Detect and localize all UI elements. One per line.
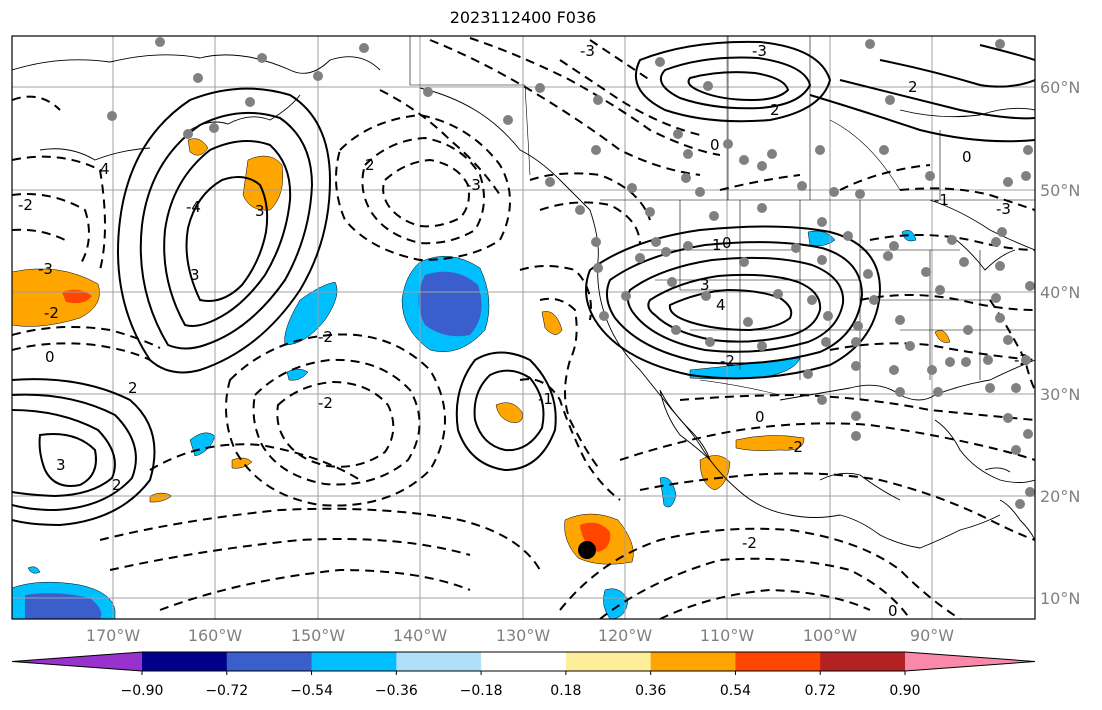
contour-label: 0 (722, 234, 732, 252)
lat-tick-label: 40°N (1040, 283, 1080, 302)
contour-label: 4 (716, 296, 726, 314)
contour-label: 0 (45, 348, 55, 366)
colorbar-segment (226, 652, 313, 671)
colorbar-tick-label: −0.36 (375, 683, 418, 699)
contour-label: -2 (788, 438, 803, 456)
map-title: 2023112400 F036 (449, 8, 597, 27)
typhoon-marker (578, 541, 596, 559)
colorbar-segment (142, 652, 228, 671)
contour-label: -1 (538, 390, 553, 408)
colorbar-segment (565, 652, 652, 671)
contour-label: 3 (56, 456, 66, 474)
colorbar: −0.90 −0.72 −0.54 −0.36 −0.18 0.18 0.36 0.54 0.7… (11, 651, 1036, 699)
contour-labels: -3 -2 -2 0 2 2 -2 -2 -3 -1 2 -4 3 -3 0 2… (18, 42, 1029, 620)
lon-tick-label: 100°W (803, 626, 858, 645)
contour-label: -2 (720, 352, 735, 370)
colorbar-segment (396, 652, 482, 671)
contour-label: -2 (742, 534, 757, 552)
lat-tick-label: 50°N (1040, 181, 1080, 200)
colorbar-tick-label: 0.18 (550, 683, 581, 699)
lon-tick-label: 170°W (86, 626, 141, 645)
contour-label: 2 (112, 476, 122, 494)
lat-tick-label: 30°N (1040, 385, 1080, 404)
contour-label: 0 (710, 136, 720, 154)
station-markers (107, 37, 1035, 509)
colorbar-tick-label: −0.90 (121, 683, 164, 699)
contour-label: 3 (190, 266, 200, 284)
contour-label: 2 (128, 379, 138, 397)
contour-label: 3 (700, 276, 710, 294)
contour-label: 0 (888, 602, 898, 620)
lon-tick-label: 150°W (291, 626, 346, 645)
contour-label: -3 (38, 260, 53, 278)
contour-label: 2 (770, 101, 780, 119)
shaded-regions (12, 138, 951, 619)
contour-label: -3 (996, 200, 1011, 218)
map-frame (11, 35, 1036, 620)
colorbar-segment (311, 652, 397, 671)
colorbar-extend-low (12, 652, 142, 671)
lon-tick-label: 160°W (188, 626, 243, 645)
lat-tick-label: 20°N (1040, 487, 1080, 506)
lat-tick-label: 60°N (1040, 78, 1080, 97)
graticule (12, 36, 1035, 619)
contour-label: -2 (318, 394, 333, 412)
lon-tick-label: 120°W (598, 626, 653, 645)
borders (409, 36, 1035, 400)
contour-label: 4 (100, 160, 110, 178)
positive-contours (12, 40, 1035, 527)
lon-tick-label: 90°W (910, 626, 954, 645)
colorbar-tick-label: −0.72 (205, 683, 248, 699)
colorbar-tick-label: −0.18 (460, 683, 503, 699)
longitude-labels: 170°W 160°W 150°W 140°W 130°W 120°W 110°… (86, 626, 954, 645)
colorbar-tick-label: 0.36 (635, 683, 666, 699)
contour-label: -3 (466, 176, 481, 194)
lon-tick-label: 140°W (393, 626, 448, 645)
colorbar-segment (820, 652, 906, 671)
colorbar-tick-label: 0.72 (805, 683, 836, 699)
contour-label: 0 (755, 408, 765, 426)
contour-label: -2 (44, 304, 59, 322)
contour-label: 2 (365, 156, 375, 174)
contour-label: -3 (580, 42, 595, 60)
contour-label: 1 (712, 236, 722, 254)
lon-tick-label: 110°W (700, 626, 755, 645)
negative-contours (12, 37, 1035, 619)
colorbar-tick-label: −0.54 (290, 683, 333, 699)
contour-label: 2 (908, 78, 918, 96)
latitude-labels: 60°N 50°N 40°N 30°N 20°N 10°N (1040, 78, 1080, 608)
colorbar-segment (481, 652, 567, 671)
contour-label: -4 (186, 198, 201, 216)
contour-label: -2 (318, 328, 333, 346)
colorbar-extend-high (905, 652, 1035, 671)
colorbar-tick-label: 0.54 (720, 683, 751, 699)
contour-label: -1 (934, 191, 949, 209)
coastlines (12, 54, 1035, 549)
contour-label: -2 (18, 196, 33, 214)
colorbar-segment (650, 652, 736, 671)
lat-tick-label: 10°N (1040, 589, 1080, 608)
contour-label: -3 (752, 42, 767, 60)
lon-tick-label: 130°W (496, 626, 551, 645)
colorbar-segment (735, 652, 821, 671)
colorbar-tick-label: 0.90 (889, 683, 920, 699)
contour-label: 3 (255, 202, 265, 220)
contour-label: 0 (962, 148, 972, 166)
